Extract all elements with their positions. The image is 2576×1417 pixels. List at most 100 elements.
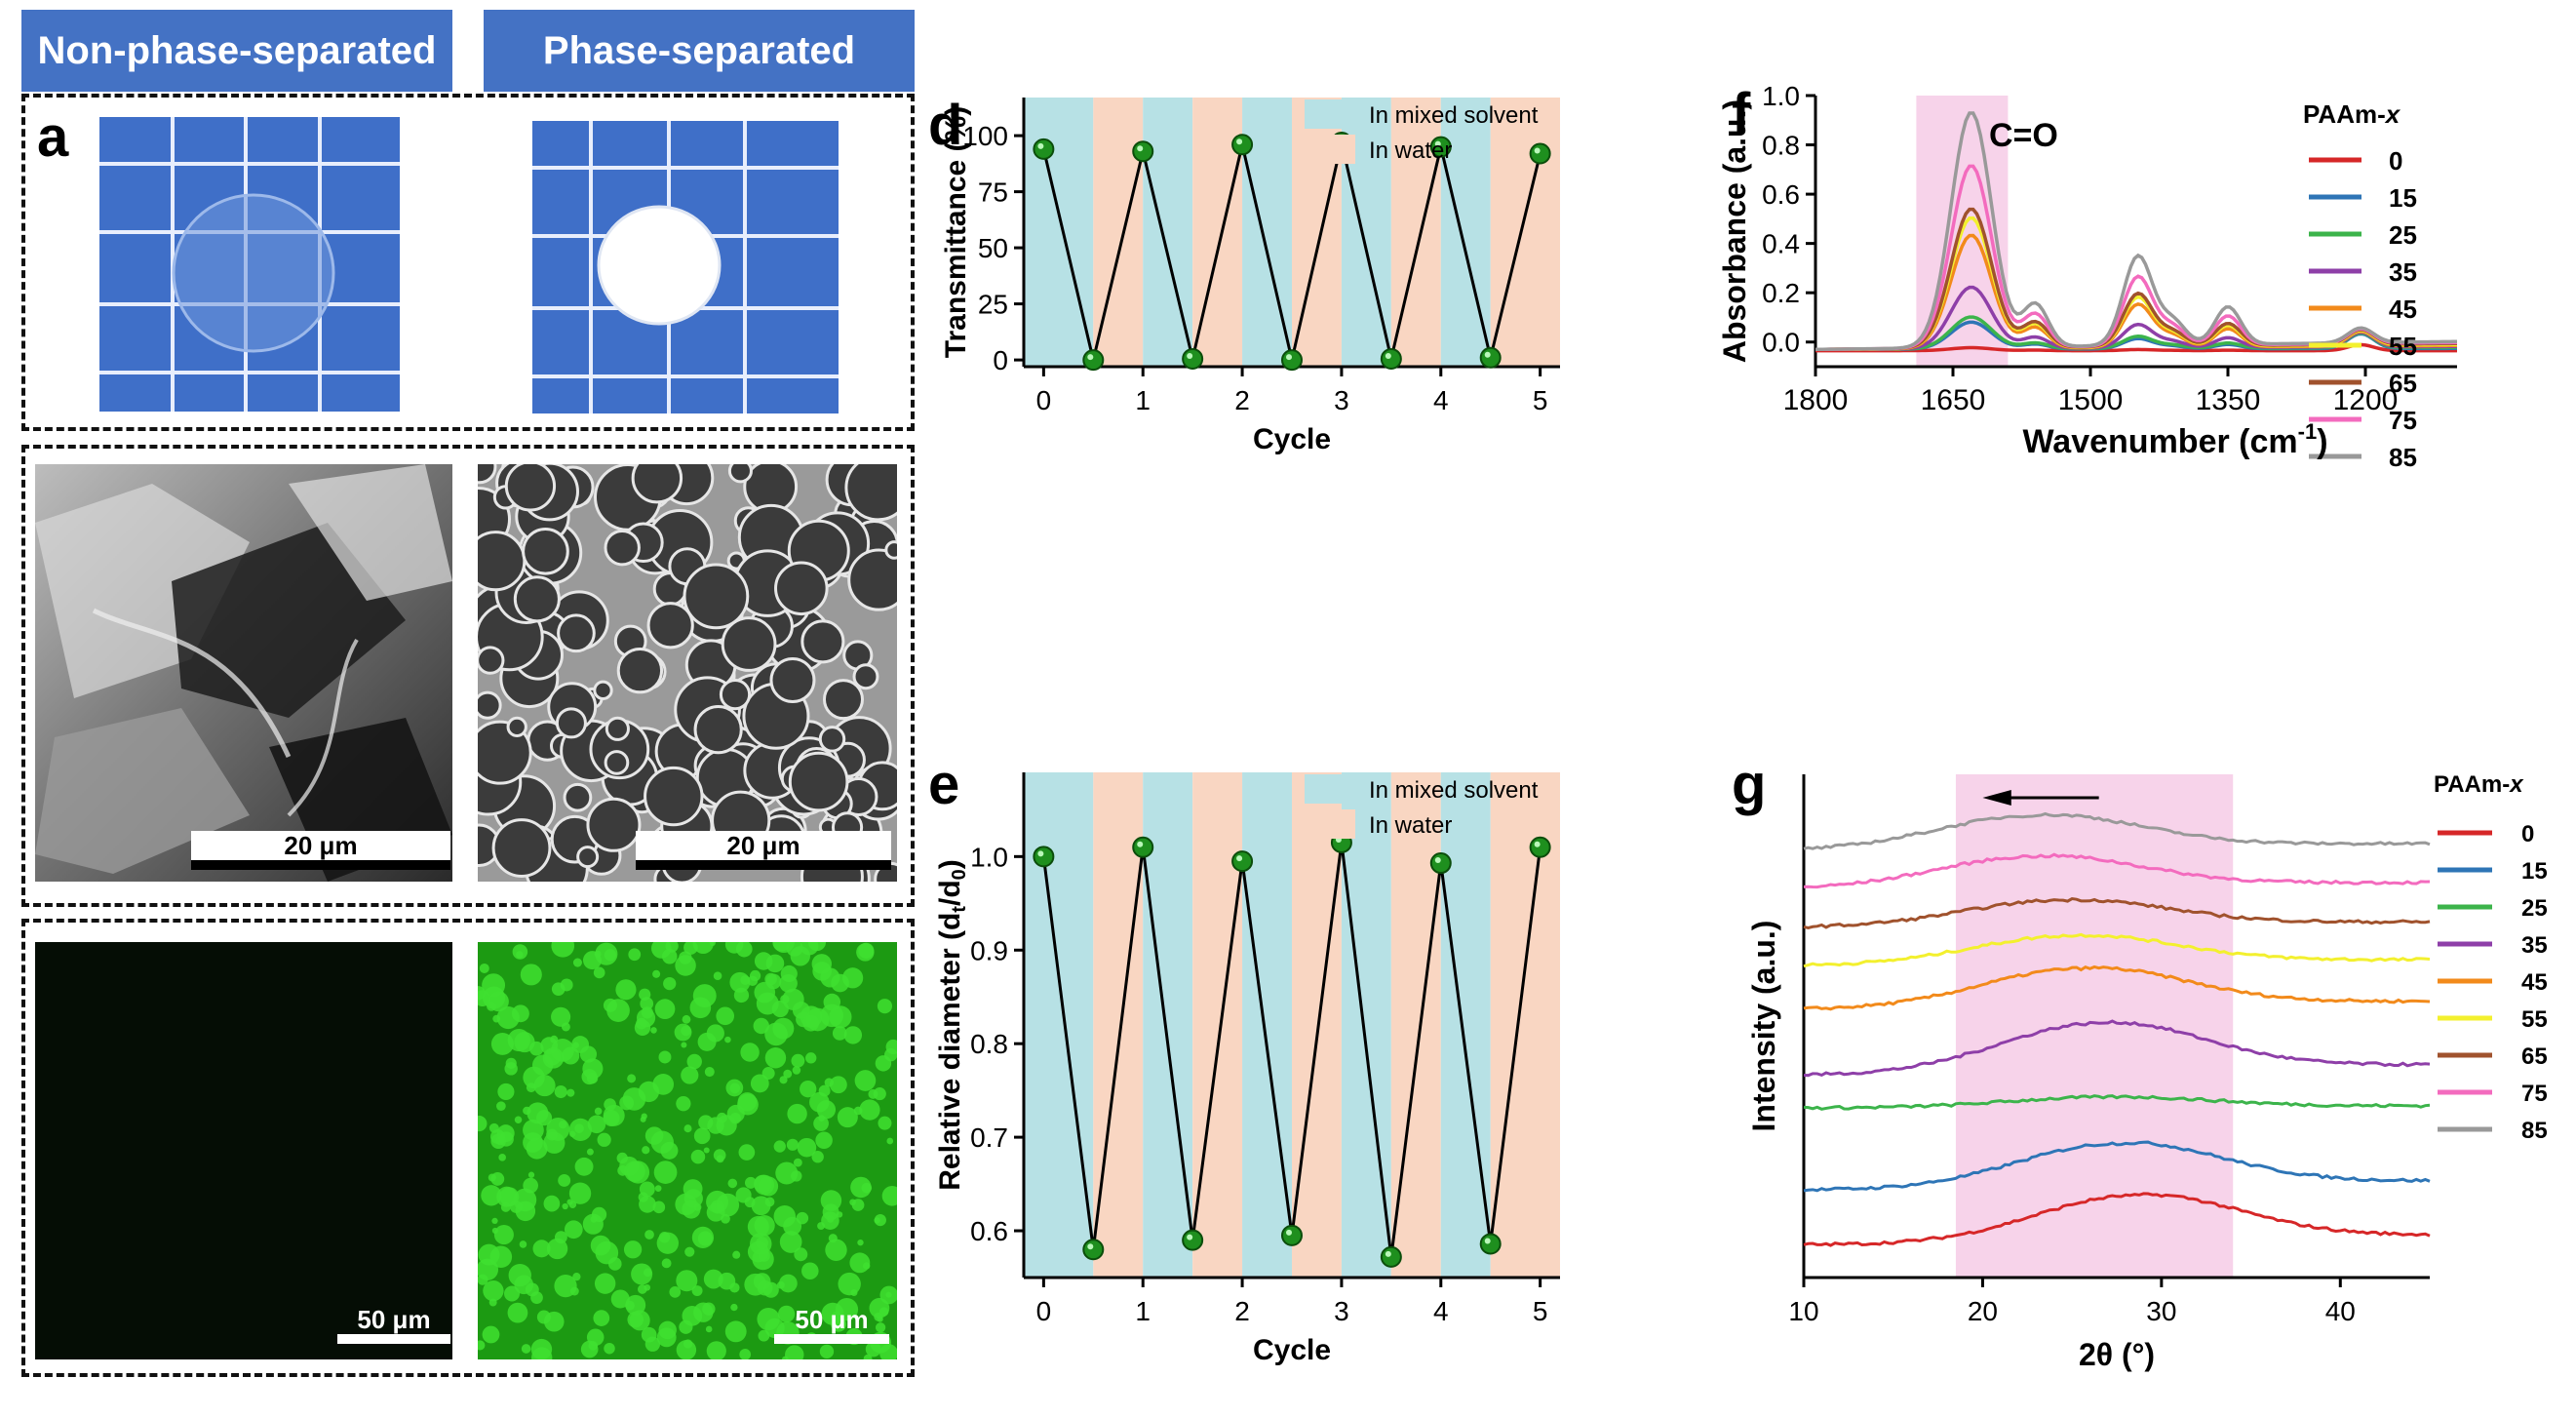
fluorescent-droplet <box>587 1115 606 1134</box>
photo-non-phase-separated-gel <box>99 117 400 412</box>
fluorescent-droplet <box>682 1305 703 1326</box>
fluorescent-droplet <box>586 1072 599 1084</box>
xrd-line-55 <box>1803 932 2431 968</box>
fluorescent-droplet <box>628 948 642 962</box>
data-point-highlight <box>1385 352 1391 359</box>
fluorescent-droplet <box>546 1238 568 1260</box>
header-non-phase-separated: Non-phase-separated <box>21 10 452 92</box>
data-point-highlight <box>1434 857 1441 864</box>
fluorescent-droplet <box>572 1042 579 1048</box>
fluorescent-droplet <box>507 1302 528 1323</box>
x-axis-title: Wavenumber (cm-1) <box>2022 419 2327 460</box>
fluorescent-droplet <box>828 1234 838 1243</box>
fluorescent-droplet <box>478 1258 499 1280</box>
fluorescent-droplet <box>805 1052 817 1064</box>
fluorescent-droplet <box>776 1280 785 1289</box>
fluorescent-droplet <box>681 1042 687 1048</box>
fluorescent-droplet <box>551 1006 571 1027</box>
legend-title: PAAm-x <box>2434 771 2524 798</box>
fluorescent-droplet <box>496 1101 506 1112</box>
fluorescent-droplet <box>709 942 716 947</box>
x-tick-label: 1800 <box>1783 384 1849 416</box>
x-tick-label: 10 <box>1788 1296 1818 1326</box>
fluorescent-droplet <box>491 1217 498 1225</box>
fluorescent-droplet <box>779 1274 798 1293</box>
fluorescent-droplet <box>716 1006 735 1026</box>
data-point-highlight <box>1187 352 1193 359</box>
fluorescent-droplet <box>819 1344 835 1359</box>
fluorescent-droplet <box>505 1057 517 1069</box>
fluorescent-droplet <box>568 1118 592 1142</box>
fluorescent-droplet <box>675 955 696 976</box>
fluorescent-droplet <box>604 949 616 962</box>
fluorescent-droplet <box>703 1147 710 1154</box>
fluorescent-droplet <box>850 1176 872 1199</box>
fluorescent-droplet <box>716 1193 740 1217</box>
fluorescent-droplet <box>850 1288 858 1297</box>
y-tick-label: 0.6 <box>1762 179 1800 210</box>
fluorescent-droplet <box>724 1036 731 1043</box>
xrd-line-35 <box>1803 1019 2431 1078</box>
panel-a-frame <box>21 94 915 431</box>
data-point-highlight <box>1534 147 1541 154</box>
data-point-highlight <box>1037 142 1044 149</box>
fluorescent-droplet <box>683 1339 693 1349</box>
fluorescent-droplet <box>684 1246 695 1257</box>
fluorescent-droplet <box>665 942 679 953</box>
scale-label-c-right: 50 μm <box>795 1305 869 1334</box>
y-tick-label: 0 <box>993 345 1008 375</box>
fluorescent-droplet <box>811 1151 824 1163</box>
fluorescent-droplet <box>738 1144 756 1161</box>
fluorescent-droplet <box>705 1325 713 1333</box>
fluorescent-droplet <box>572 1272 581 1281</box>
fluorescent-droplet <box>572 958 582 967</box>
fluorescent-droplet <box>765 973 782 990</box>
fluorescent-droplet <box>507 1028 530 1052</box>
sem-pore <box>563 782 593 812</box>
sem-pore <box>800 619 845 664</box>
fluorescent-droplet <box>689 997 712 1019</box>
sem-pore <box>769 657 816 704</box>
fluorescent-droplet <box>777 1305 796 1322</box>
data-point-highlight <box>1434 140 1441 147</box>
fluorescent-droplet <box>794 1247 808 1262</box>
panel-b-frame <box>21 445 915 907</box>
y-axis-title-end: ) <box>934 859 966 869</box>
xrd-line-75 <box>1803 852 2431 889</box>
y-tick-label: 0.0 <box>1762 328 1800 358</box>
fluorescent-droplet <box>566 1088 575 1097</box>
xrd-line-25 <box>1803 1094 2431 1111</box>
fluorescent-droplet <box>690 1149 706 1164</box>
y-tick-label: 0.9 <box>970 935 1008 965</box>
x-tick-label: 20 <box>1968 1296 1998 1326</box>
photo-phase-separated-gel <box>532 121 839 413</box>
fluorescent-droplet <box>790 946 810 966</box>
data-point <box>1479 1233 1502 1255</box>
y-tick-label: 0.8 <box>970 1029 1008 1059</box>
y-tick-label: 25 <box>978 290 1008 320</box>
fluorescent-droplet <box>716 1115 737 1136</box>
fluorescent-droplet <box>730 1303 738 1312</box>
fluorescent-droplet <box>704 1067 715 1078</box>
x-tick-label: 0 <box>1036 385 1052 415</box>
legend-swatch-water <box>1305 135 1355 164</box>
sem-pore <box>557 613 596 653</box>
data-point <box>1380 347 1402 370</box>
band-mixed-solvent <box>1242 772 1292 1278</box>
x-axis-title-main: Wavenumber (cm <box>2022 423 2297 460</box>
fluorescent-droplet <box>658 1050 672 1064</box>
fluorescent-droplet <box>653 1161 678 1184</box>
sem-pore <box>719 678 752 711</box>
y-axis-title-sub-0: 0 <box>949 869 970 880</box>
legend-swatch-mixed <box>1305 774 1355 804</box>
scale-bar-b-left: 20 μm <box>191 831 450 870</box>
band-water <box>1292 772 1342 1278</box>
legend-label-45: 45 <box>2521 969 2548 996</box>
fluorescent-droplet <box>744 1176 757 1189</box>
fluorescent-droplet <box>886 1137 894 1145</box>
scale-label-b-right: 20 μm <box>636 831 891 860</box>
fluorescent-droplet <box>579 1045 598 1063</box>
fluorescent-droplet <box>603 1104 625 1126</box>
legend-label-25: 25 <box>2389 220 2417 250</box>
fluorescent-droplet <box>492 1014 501 1023</box>
